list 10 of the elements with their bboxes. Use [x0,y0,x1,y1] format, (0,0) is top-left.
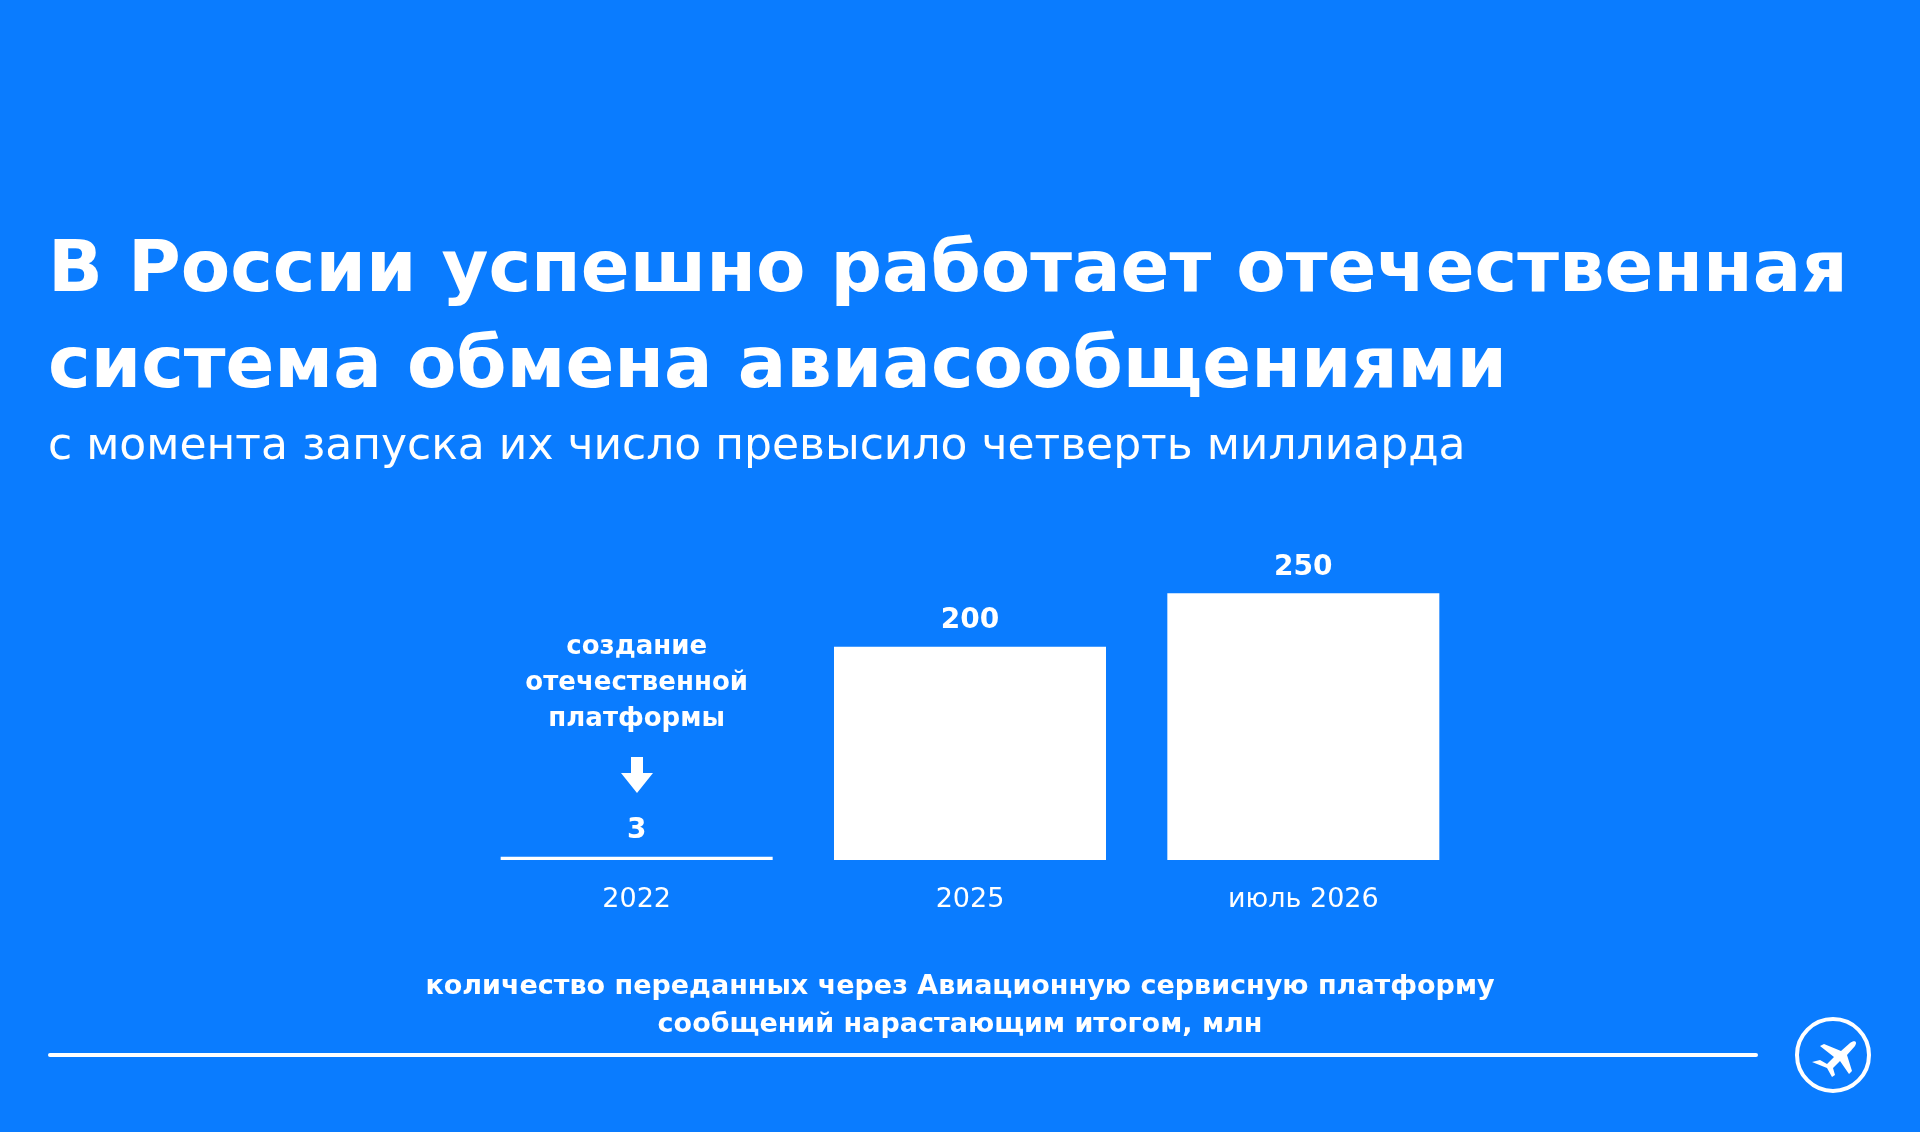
x-tick-label: 2022 [602,882,672,913]
x-axis-title: количество переданных через Авиационную сервисную платформу сообщений нарастающим итогом, млн [424,968,1496,1040]
x-tick-label: июль 2026 [1227,882,1379,913]
chart-subtitle: с момента запуска их число превысило четверть миллиарда [48,418,1466,469]
data-label: 250 [1274,548,1333,582]
x-tick-label: 2025 [935,882,1005,913]
chart-title: В России успешно работает отечественная система обмена авиасообщениями [48,223,1848,406]
data-label: 3 [626,812,647,846]
data-label: 200 [940,602,1000,636]
annotation: создание отечественной платформы [525,628,748,734]
